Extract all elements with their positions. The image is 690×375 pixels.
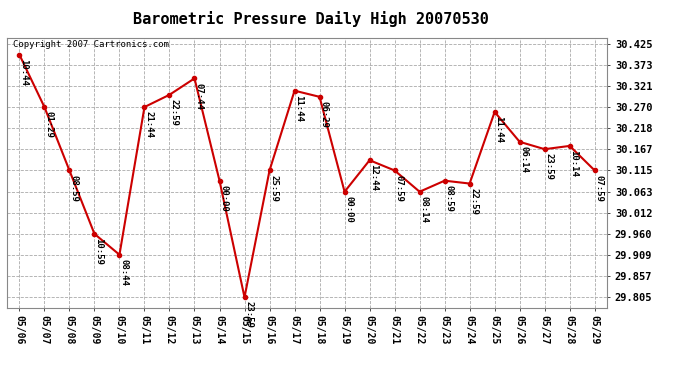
Text: 08:44: 08:44 <box>119 259 128 286</box>
Text: 25:59: 25:59 <box>269 175 278 201</box>
Text: 23:59: 23:59 <box>544 153 553 180</box>
Text: 00:00: 00:00 <box>344 196 353 223</box>
Text: 07:59: 07:59 <box>594 175 603 201</box>
Text: 07:44: 07:44 <box>194 82 203 110</box>
Text: Copyright 2007 Cartronics.com: Copyright 2007 Cartronics.com <box>13 40 169 49</box>
Text: 08:59: 08:59 <box>444 185 453 212</box>
Text: 00:00: 00:00 <box>219 185 228 212</box>
Text: 10:44: 10:44 <box>19 59 28 86</box>
Text: 10:59: 10:59 <box>94 238 103 265</box>
Text: 23:59: 23:59 <box>244 302 253 328</box>
Text: 22:59: 22:59 <box>169 99 178 126</box>
Text: 06:29: 06:29 <box>319 101 328 128</box>
Text: 11:44: 11:44 <box>294 95 303 122</box>
Text: 08:59: 08:59 <box>69 175 78 201</box>
Text: 07:59: 07:59 <box>394 175 403 201</box>
Text: 21:44: 21:44 <box>144 111 153 138</box>
Text: 01:29: 01:29 <box>44 111 53 138</box>
Text: 12:44: 12:44 <box>369 164 378 191</box>
Text: 06:14: 06:14 <box>520 146 529 173</box>
Text: 10:14: 10:14 <box>569 150 578 177</box>
Text: 11:44: 11:44 <box>494 116 503 143</box>
Text: 08:14: 08:14 <box>420 196 428 223</box>
Text: 22:59: 22:59 <box>469 188 478 214</box>
Text: Barometric Pressure Daily High 20070530: Barometric Pressure Daily High 20070530 <box>132 11 489 27</box>
